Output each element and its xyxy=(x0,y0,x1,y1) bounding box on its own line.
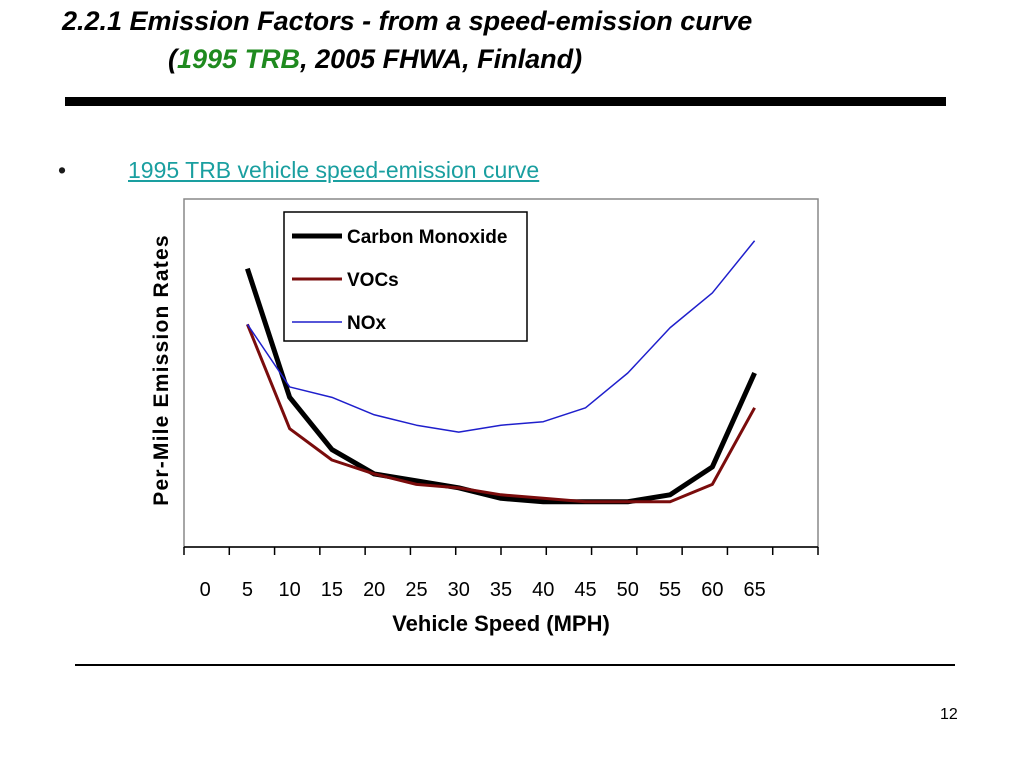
y-axis-title: Per-Mile Emission Rates xyxy=(150,234,173,506)
footer-rule xyxy=(75,664,955,666)
x-tick-label: 55 xyxy=(659,579,681,601)
legend-label: VOCs xyxy=(347,270,399,291)
x-axis-title: Vehicle Speed (MPH) xyxy=(392,611,610,636)
x-tick-label: 40 xyxy=(532,579,554,601)
x-tick-label: 10 xyxy=(279,579,301,601)
bullet-icon: • xyxy=(58,157,67,183)
series-line-2 xyxy=(246,240,756,433)
slide-title: 2.2.1 Emission Factors - from a speed-em… xyxy=(62,2,962,78)
y-axis-title-group: Per-Mile Emission Rates xyxy=(150,234,173,506)
page-number: 12 xyxy=(940,706,958,723)
x-tick-label: 15 xyxy=(321,579,343,601)
legend: Carbon Monoxide VOCs NOx xyxy=(283,211,528,342)
title-underline-rule xyxy=(65,97,946,106)
x-tick-label: 35 xyxy=(490,579,512,601)
slide-title-rest: , 2005 FHWA, Finland) xyxy=(300,44,583,74)
x-tick-label: 5 xyxy=(242,579,253,601)
x-tick-label: 60 xyxy=(701,579,723,601)
series-line-0 xyxy=(245,267,757,505)
x-tick-label: 25 xyxy=(405,579,427,601)
x-axis: 0 5 10 15 20 25 30 35 40 45 50 55 60 65 xyxy=(183,546,819,601)
slide-title-open-paren: ( xyxy=(168,44,177,74)
x-tick-label: 50 xyxy=(617,579,639,601)
series-line-1 xyxy=(246,323,756,504)
legend-label: Carbon Monoxide xyxy=(347,227,507,248)
x-tick-label: 20 xyxy=(363,579,385,601)
x-tick-label: 65 xyxy=(743,579,765,601)
x-tick-label: 30 xyxy=(448,579,470,601)
bullet-item: • 1995 TRB vehicle speed-emission curve xyxy=(58,155,539,185)
bullet-link[interactable]: 1995 TRB vehicle speed-emission curve xyxy=(128,157,540,183)
legend-label: NOx xyxy=(347,313,387,334)
slide-title-line2: (1995 TRB, 2005 FHWA, Finland) xyxy=(62,40,962,78)
slide-title-line1: 2.2.1 Emission Factors - from a speed-em… xyxy=(62,6,753,36)
x-tick-label: 45 xyxy=(574,579,596,601)
x-tick-label: 0 xyxy=(200,579,211,601)
series-lines xyxy=(245,240,757,505)
slide-title-highlight: 1995 TRB xyxy=(177,44,301,74)
